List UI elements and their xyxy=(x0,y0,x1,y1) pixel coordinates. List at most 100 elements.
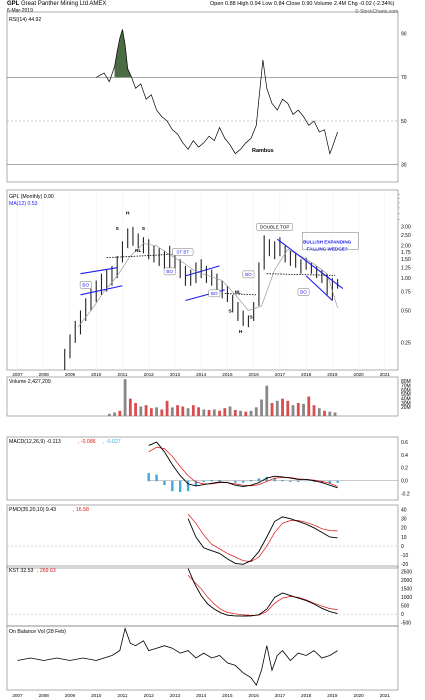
volume-bar xyxy=(239,410,242,416)
volume-bar xyxy=(191,405,195,416)
price-annotation-text: DOUBLE TOP xyxy=(260,224,289,229)
price-x-tick: 2008 xyxy=(39,372,50,377)
volume-bar xyxy=(244,411,248,416)
obv-x-tick: 2011 xyxy=(118,693,128,698)
macd-hist-bar xyxy=(257,478,261,482)
price-pattern-label: NL xyxy=(235,289,241,295)
price-x-tick: 2015 xyxy=(222,372,233,377)
kst-panel-y-tick: -500 xyxy=(401,620,411,626)
volume-bar xyxy=(170,407,174,416)
kst-signal-line xyxy=(187,575,338,616)
price-x-tick: 2014 xyxy=(196,372,207,377)
obv-x-tick: 2014 xyxy=(196,693,207,698)
header-volume: Volume 2.4M xyxy=(313,1,347,7)
obv-x-tick: 2013 xyxy=(170,693,181,698)
kst-panel-y-tick: 500 xyxy=(401,604,410,610)
price-x-tick: 2007 xyxy=(12,372,23,377)
volume-bar xyxy=(254,407,258,416)
price-annotation-box xyxy=(242,270,255,279)
obv-x-tick: 2009 xyxy=(65,693,76,698)
kst-panel-label: KST 32.53 xyxy=(9,568,34,574)
header-exchange: AMEX xyxy=(89,1,107,7)
kst-line xyxy=(187,568,338,617)
pmo-panel-label: PMO(35,20,10) 9.43 xyxy=(9,507,56,513)
volume-bar xyxy=(286,400,290,416)
volume-bar xyxy=(176,405,179,416)
price-pattern-line xyxy=(80,267,118,275)
volume-panel-y-tick: 50M xyxy=(401,392,411,398)
kst-panel-y-tick: 2500 xyxy=(401,570,412,576)
volume-bar xyxy=(181,406,185,416)
price-pattern-label: S xyxy=(116,226,120,232)
volume-bar xyxy=(155,407,158,416)
price-pattern-line xyxy=(305,275,333,301)
macd-hist-bar xyxy=(178,480,182,493)
volume-bar xyxy=(207,409,211,416)
rsi-panel-label: RSI(14) 44.92 xyxy=(9,17,41,23)
price-annotation-text: BO xyxy=(166,269,173,274)
volume-bar xyxy=(265,385,269,416)
volume-bar xyxy=(218,410,221,416)
price-annotation-box xyxy=(297,288,310,296)
obv-x-tick: 2020 xyxy=(354,693,365,698)
price-annotation-text: BO xyxy=(245,272,252,277)
header-change: Chg -0.02 (-2.34%) xyxy=(347,1,395,7)
volume-bar xyxy=(202,409,206,416)
pmo-panel-frame xyxy=(6,504,399,569)
macd-hist-bar xyxy=(304,480,308,482)
price-pattern-label: NL xyxy=(135,248,141,254)
price-pattern-label: S xyxy=(142,226,146,232)
volume-bar xyxy=(186,408,190,416)
price-pattern-label: S xyxy=(249,315,253,321)
rsi-panel-y-tick: 70 xyxy=(401,75,407,81)
volume-bar xyxy=(223,408,227,416)
obv-x-tick: 2015 xyxy=(222,693,233,698)
pmo-signal-line xyxy=(187,513,338,562)
macd-panel-y-tick: 0.6 xyxy=(401,440,408,446)
obv-x-tick: 2019 xyxy=(327,693,338,698)
rsi-panel-y-tick: 30 xyxy=(401,162,407,168)
price-panel-label: GPL (Monthly) 0.90 xyxy=(9,194,54,200)
price-panel-y-tick: 3.00 xyxy=(401,225,411,231)
header-company: Great Panther Mining Ltd xyxy=(21,1,89,7)
macd-line xyxy=(148,441,338,489)
volume-bar xyxy=(134,403,137,416)
kst-panel-y-tick: 0 xyxy=(401,612,404,618)
macd-label-hist: , -0.027 xyxy=(103,439,121,445)
macd-panel-y-tick: 0.0 xyxy=(401,479,408,485)
pmo-panel-y-tick: 10 xyxy=(401,535,407,541)
price-x-tick: 2009 xyxy=(65,372,76,377)
price-pattern-line xyxy=(185,265,220,277)
price-x-tick: 2013 xyxy=(170,372,181,377)
obv-x-tick: 2007 xyxy=(12,693,23,698)
volume-bar xyxy=(113,412,116,416)
macd-hist-bar xyxy=(273,478,276,482)
kst-panel-frame xyxy=(6,565,399,627)
header-low: Low 0.84 xyxy=(262,1,285,7)
volume-panel-y-tick: 20M xyxy=(401,405,411,411)
header-date: 6-Mar-2019 xyxy=(7,8,33,14)
macd-hist-bar xyxy=(163,480,166,486)
volume-bar xyxy=(323,410,326,416)
obv-panel-frame xyxy=(6,625,399,691)
price-x-tick: 2017 xyxy=(275,372,286,377)
volume-bar xyxy=(291,405,295,416)
rsi-panel-y-tick: 50 xyxy=(401,119,407,125)
macd-hist-bar xyxy=(202,480,206,482)
pmo-panel-y-tick: 20 xyxy=(401,526,407,532)
price-annotation-box xyxy=(163,267,176,276)
header-symbol: GPL xyxy=(7,1,20,7)
price-annotation-box xyxy=(256,223,293,231)
pmo-panel-y-tick: 30 xyxy=(401,516,407,522)
volume-bar xyxy=(118,410,122,416)
volume-panel-y-tick: 30M xyxy=(401,401,411,407)
pmo-panel-y-tick: -20 xyxy=(401,562,408,568)
price-panel-frame xyxy=(6,189,399,371)
volume-bar xyxy=(107,413,111,416)
volume-bar xyxy=(296,403,300,416)
price-x-tick: 2021 xyxy=(380,372,391,377)
obv-panel-label: On Balance Vol (28 Feb) xyxy=(9,629,66,635)
macd-hist-bar xyxy=(194,480,198,486)
volume-bar xyxy=(149,408,153,416)
rsi-line xyxy=(96,29,338,155)
